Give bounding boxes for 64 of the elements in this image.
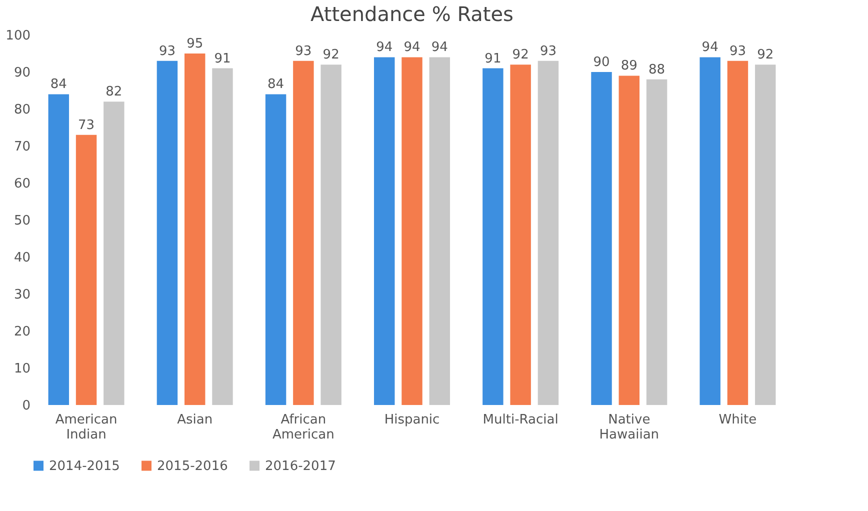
bar — [48, 94, 70, 405]
data-label: 92 — [322, 48, 340, 63]
data-label: 92 — [757, 48, 774, 63]
chart-title: Attendance % Rates — [310, 2, 514, 26]
x-tick-label: Multi-Racial — [482, 412, 558, 428]
data-label: 91 — [484, 51, 502, 66]
data-label: 94 — [431, 40, 448, 56]
x-tick-label: African American — [272, 412, 334, 442]
bar — [265, 94, 286, 405]
bar — [212, 68, 233, 405]
bar — [293, 60, 314, 405]
data-label: 91 — [214, 51, 231, 66]
y-tick-label: 70 — [14, 140, 30, 154]
legend-label: 2014-2015 — [49, 458, 120, 474]
y-tick-label: 30 — [14, 288, 30, 302]
x-tick-label: Native Hawaiian — [599, 412, 660, 442]
data-label: 84 — [268, 77, 284, 92]
data-label: 93 — [295, 44, 312, 59]
data-label: 84 — [50, 77, 67, 92]
bar — [402, 57, 422, 405]
data-label: 90 — [593, 55, 610, 70]
bar — [374, 57, 395, 405]
data-label: 82 — [106, 84, 122, 100]
y-tick-label: 50 — [14, 214, 30, 228]
bar — [754, 64, 776, 405]
y-tick-label: 60 — [14, 176, 30, 192]
bar — [76, 134, 97, 405]
bar — [320, 64, 342, 405]
bar — [104, 102, 124, 405]
y-tick-label: 80 — [14, 102, 30, 118]
data-label: 95 — [186, 36, 204, 52]
data-label: 92 — [512, 48, 529, 63]
data-label: 88 — [648, 62, 666, 78]
bar — [538, 60, 559, 405]
y-tick-label: 100 — [6, 28, 30, 44]
data-label: 93 — [540, 44, 556, 59]
data-label: 93 — [158, 44, 176, 59]
x-tick-label: Hispanic — [384, 412, 440, 428]
bar — [591, 72, 612, 405]
x-tick-label: White — [718, 412, 757, 428]
x-tick-label: Asian — [177, 412, 213, 428]
data-label: 93 — [729, 44, 746, 59]
bar — [646, 79, 668, 405]
x-tick-label: American Indian — [55, 412, 118, 442]
bar — [727, 60, 748, 405]
data-label: 94 — [376, 40, 393, 56]
y-tick-label: 90 — [14, 66, 30, 80]
y-tick-label: 10 — [14, 362, 30, 376]
bar — [618, 76, 640, 405]
bar — [156, 60, 178, 405]
legend-label: 2015-2016 — [157, 458, 228, 474]
data-label: 89 — [620, 58, 638, 74]
bar — [482, 68, 504, 405]
bar — [184, 54, 206, 405]
bar — [510, 64, 531, 405]
legend-label: 2016-2017 — [265, 458, 336, 474]
data-label: 94 — [702, 40, 718, 56]
data-label: 94 — [404, 40, 420, 56]
bar — [429, 57, 450, 405]
bar — [700, 57, 720, 405]
data-label: 73 — [78, 118, 95, 133]
y-tick-label: 40 — [14, 250, 30, 266]
y-tick-label: 20 — [14, 324, 30, 340]
y-tick-label: 0 — [22, 398, 30, 414]
